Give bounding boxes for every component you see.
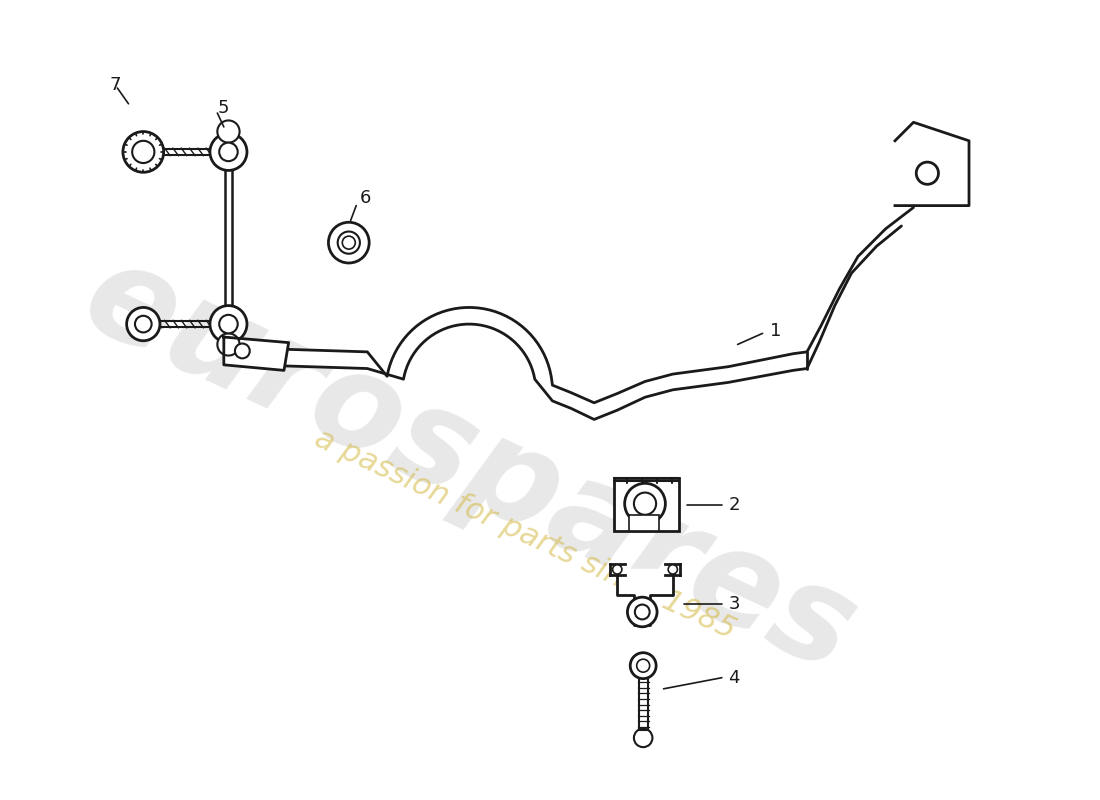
Circle shape: [219, 315, 238, 334]
Circle shape: [218, 121, 240, 142]
Polygon shape: [895, 122, 969, 206]
FancyBboxPatch shape: [615, 478, 680, 531]
Polygon shape: [223, 337, 288, 370]
Circle shape: [338, 231, 360, 254]
Circle shape: [218, 334, 240, 355]
Text: a passion for parts since 1985: a passion for parts since 1985: [309, 424, 739, 645]
Circle shape: [613, 565, 621, 574]
Circle shape: [627, 597, 657, 626]
Circle shape: [123, 131, 164, 172]
Circle shape: [637, 659, 650, 672]
Circle shape: [210, 306, 248, 342]
Polygon shape: [807, 207, 913, 369]
Text: 6: 6: [360, 189, 372, 207]
Circle shape: [329, 222, 370, 263]
Circle shape: [634, 493, 656, 514]
Circle shape: [210, 134, 248, 170]
Text: 1: 1: [770, 322, 781, 339]
Text: 3: 3: [728, 594, 740, 613]
Circle shape: [219, 142, 238, 161]
Circle shape: [625, 483, 666, 524]
Text: 4: 4: [728, 669, 740, 686]
Polygon shape: [617, 570, 673, 625]
Circle shape: [342, 236, 355, 249]
Circle shape: [135, 316, 152, 333]
Text: 5: 5: [218, 99, 229, 118]
Circle shape: [668, 565, 678, 574]
Circle shape: [630, 653, 656, 678]
Bar: [629, 514, 659, 531]
Circle shape: [916, 162, 938, 184]
Text: 7: 7: [110, 76, 121, 94]
Text: 2: 2: [728, 496, 740, 514]
Circle shape: [132, 141, 154, 163]
Circle shape: [235, 343, 250, 358]
Polygon shape: [279, 307, 807, 419]
Circle shape: [126, 307, 160, 341]
Circle shape: [634, 729, 652, 747]
Circle shape: [635, 605, 650, 619]
Text: eurospares: eurospares: [64, 231, 874, 698]
